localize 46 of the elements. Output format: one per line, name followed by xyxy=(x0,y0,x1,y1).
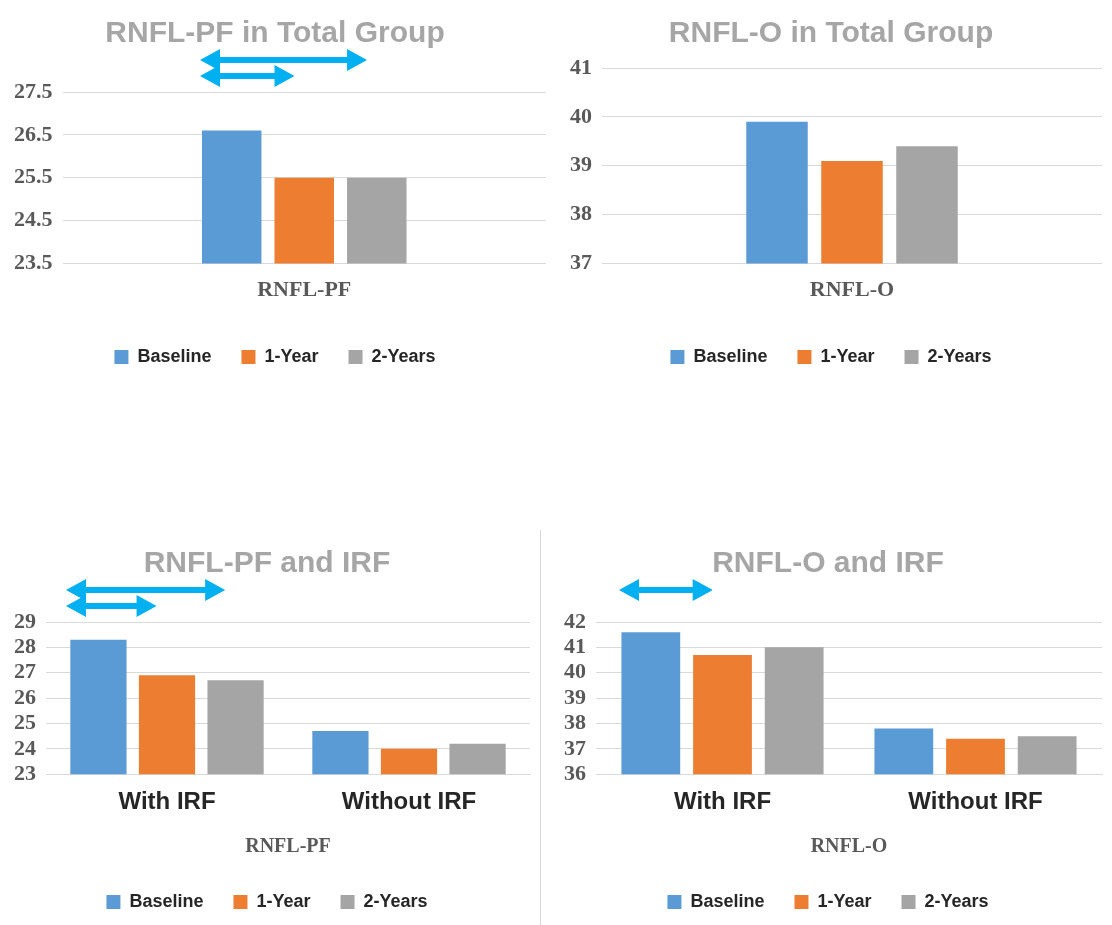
chart-title: RNFL-O and IRF xyxy=(712,545,944,579)
y-tick-label: 26 xyxy=(14,683,36,709)
legend-label: 1-Year xyxy=(817,890,872,911)
y-tick-label: 36 xyxy=(564,759,586,785)
y-tick-label: 41 xyxy=(570,53,592,79)
legend-label: 2-Years xyxy=(927,345,992,366)
y-tick-label: 38 xyxy=(564,709,586,735)
y-tick-label: 39 xyxy=(564,683,586,709)
chart-title: RNFL-PF and IRF xyxy=(143,545,391,579)
legend-label: 2-Years xyxy=(371,345,436,366)
x-axis-title: RNFL-O xyxy=(810,834,888,857)
y-tick-label: 42 xyxy=(564,607,586,633)
legend-label: Baseline xyxy=(137,345,212,366)
x-tick-label: With IRF xyxy=(118,787,216,815)
y-tick-label: 26.5 xyxy=(14,120,53,146)
y-tick-label: 39 xyxy=(570,151,592,177)
y-tick-label: 41 xyxy=(564,633,586,659)
y-tick-label: 23 xyxy=(14,759,36,785)
legend-label: 1-Year xyxy=(264,345,319,366)
y-tick-label: 40 xyxy=(570,102,592,128)
x-tick-label: With IRF xyxy=(673,787,772,815)
legend-label: 1-Year xyxy=(820,345,875,366)
y-tick-label: 25.5 xyxy=(14,163,53,189)
chart-title: RNFL-O in Total Group xyxy=(668,15,994,49)
x-tick-label: Without IRF xyxy=(341,787,477,815)
y-tick-label: 27.5 xyxy=(14,77,53,103)
legend-label: 1-Year xyxy=(256,890,311,911)
legend-label: Baseline xyxy=(690,890,765,911)
legend-label: 2-Years xyxy=(924,890,989,911)
legend-label: Baseline xyxy=(129,890,204,911)
chart-title: RNFL-PF in Total Group xyxy=(105,15,445,49)
y-tick-label: 24.5 xyxy=(14,206,53,232)
y-tick-label: 23.5 xyxy=(14,249,53,275)
y-tick-label: 38 xyxy=(570,200,592,226)
x-axis-title: RNFL-PF xyxy=(245,834,331,857)
y-tick-label: 29 xyxy=(14,607,36,633)
x-tick-label: Without IRF xyxy=(908,787,1043,815)
y-tick-label: 40 xyxy=(564,658,586,684)
legend-label: 2-Years xyxy=(363,890,428,911)
y-tick-label: 27 xyxy=(14,658,36,684)
y-tick-label: 37 xyxy=(564,734,586,760)
y-tick-label: 37 xyxy=(570,249,592,275)
y-tick-label: 25 xyxy=(14,709,36,735)
y-tick-label: 24 xyxy=(14,734,36,760)
y-tick-label: 28 xyxy=(14,633,36,659)
legend-label: Baseline xyxy=(693,345,768,366)
